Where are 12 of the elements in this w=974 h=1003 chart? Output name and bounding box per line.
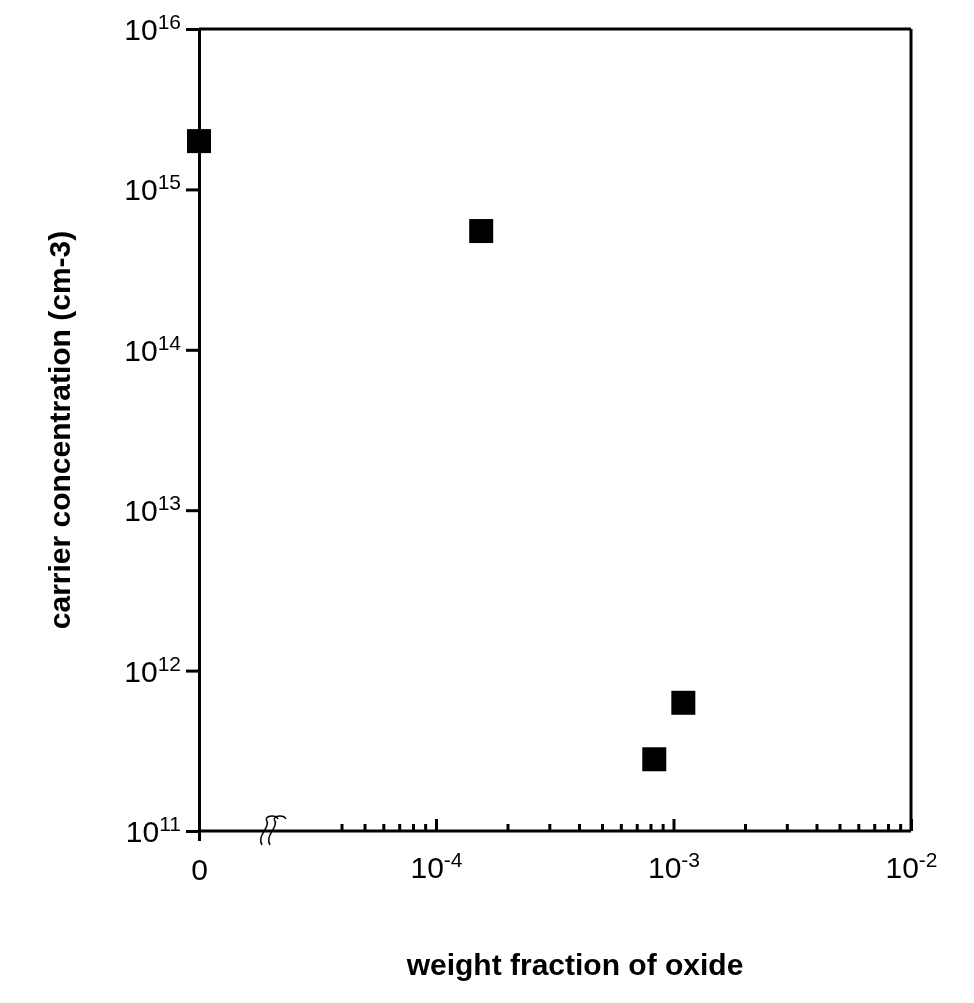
y-tick-label: 10$^{16}$ xyxy=(124,9,181,46)
y-tick-label: 10$^{15}$ xyxy=(124,169,181,207)
y-tick-label: 10$^{12}$ xyxy=(124,651,181,688)
y-axis-title: carrier concentration (cm-3) xyxy=(43,230,76,630)
x-axis-title: weight fraction of oxide xyxy=(405,948,744,981)
x-tick-label: 0 xyxy=(191,853,208,886)
x-tick-label: 10$^{-4}$ xyxy=(410,847,463,884)
y-tick-label: 10$^{11}$ xyxy=(125,811,181,848)
x-tick-label: 10$^{-3}$ xyxy=(647,847,701,884)
x-tick-label: 10$^{-2}$ xyxy=(885,847,938,884)
y-tick-label: 10$^{14}$ xyxy=(124,330,182,367)
y-tick-label: 10$^{13}$ xyxy=(124,490,181,528)
